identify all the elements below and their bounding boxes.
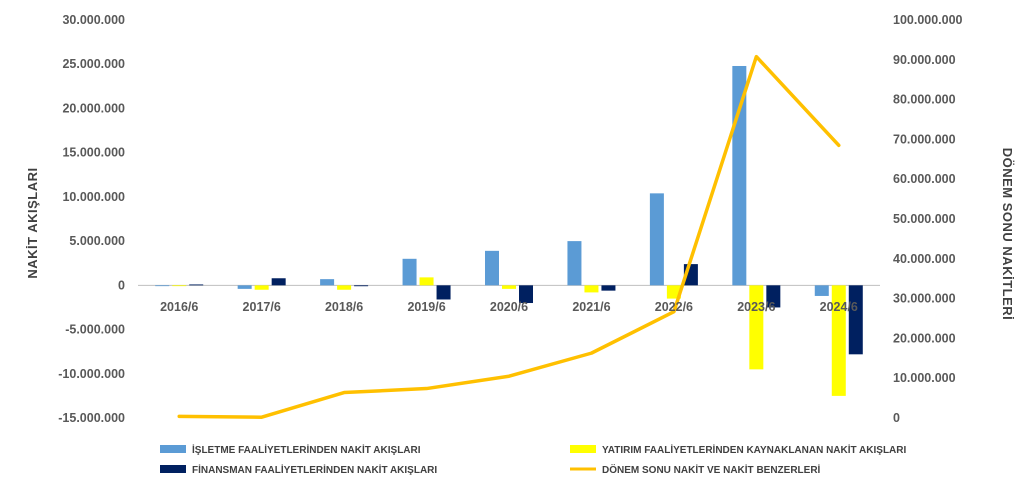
x-tick-label: 2017/6 bbox=[243, 300, 281, 314]
bar-financing bbox=[848, 285, 863, 355]
x-tick-label: 2023/6 bbox=[737, 300, 775, 314]
y2-tick-label: 100.000.000 bbox=[893, 13, 963, 27]
y2-tick-label: 80.000.000 bbox=[893, 93, 956, 107]
bar-investing bbox=[172, 285, 187, 287]
category-labels: 2016/6 2017/6 2018/6 2019/6 2020/6 2021/6 2022… bbox=[160, 300, 858, 314]
bar-investing bbox=[749, 285, 764, 370]
x-tick-label: 2024/6 bbox=[820, 300, 858, 314]
bar-financing bbox=[519, 285, 533, 304]
y2-tick-label: 0 bbox=[893, 411, 900, 425]
y2-tick-label: 70.000.000 bbox=[893, 132, 956, 146]
x-tick-label: 2019/6 bbox=[407, 300, 445, 314]
y-tick-label: 30.000.000 bbox=[62, 13, 125, 27]
bar-series-group bbox=[155, 65, 863, 396]
bar-operating bbox=[567, 241, 582, 286]
y2-tick-label: 90.000.000 bbox=[893, 53, 956, 67]
bar-investing bbox=[502, 285, 516, 289]
y2-tick-label: 30.000.000 bbox=[893, 292, 956, 306]
bar-investing bbox=[831, 285, 846, 396]
x-tick-label: 2018/6 bbox=[325, 300, 363, 314]
right-axis-ticks: 100.000.000 90.000.000 80.000.000 70.000.00… bbox=[893, 13, 963, 425]
bar-financing bbox=[189, 284, 204, 286]
x-tick-label: 2022/6 bbox=[655, 300, 693, 314]
x-tick-label: 2016/6 bbox=[160, 300, 198, 314]
bar-financing bbox=[766, 285, 781, 308]
bar-financing bbox=[354, 285, 369, 287]
bar-operating bbox=[320, 279, 335, 286]
y-tick-label: 25.000.000 bbox=[62, 57, 125, 71]
legend: İŞLETME FAALİYETLERİNDEN NAKİT AKIŞLARI Y… bbox=[160, 443, 906, 476]
left-axis-ticks: 30.000.000 25.000.000 20.000.000 15.000.000… bbox=[58, 13, 125, 425]
x-tick-label: 2021/6 bbox=[572, 300, 610, 314]
bar-operating bbox=[155, 285, 170, 287]
line-period-end-cash bbox=[177, 54, 841, 419]
bar-financing bbox=[601, 285, 616, 291]
y2-tick-label: 50.000.000 bbox=[893, 212, 956, 226]
legend-label: DÖNEM SONU NAKİT VE NAKİT BENZERLERİ bbox=[602, 463, 821, 476]
legend-swatch bbox=[570, 445, 596, 453]
x-tick-label: 2020/6 bbox=[490, 300, 528, 314]
y2-tick-label: 40.000.000 bbox=[893, 252, 956, 266]
y-tick-label: 20.000.000 bbox=[62, 101, 125, 115]
y2-tick-label: 20.000.000 bbox=[893, 331, 956, 345]
line-series-group bbox=[177, 54, 841, 419]
bar-operating bbox=[485, 250, 499, 286]
y-tick-label: -10.000.000 bbox=[58, 367, 125, 381]
bar-investing bbox=[584, 285, 599, 293]
bar-operating bbox=[649, 193, 664, 286]
bar-operating bbox=[402, 258, 417, 286]
y-tick-label: -15.000.000 bbox=[58, 411, 125, 425]
y2-axis-title: DÖNEM SONU NAKİTLERİ bbox=[1000, 148, 1015, 321]
legend-label: İŞLETME FAALİYETLERİNDEN NAKİT AKIŞLARI bbox=[192, 443, 421, 456]
bar-investing bbox=[254, 285, 269, 290]
y-tick-label: 0 bbox=[118, 278, 125, 292]
y-tick-label: -5.000.000 bbox=[65, 323, 125, 337]
bar-investing bbox=[337, 285, 352, 290]
legend-swatch bbox=[160, 465, 186, 473]
legend-label: FİNANSMAN FAALİYETLERİNDEN NAKİT AKIŞLAR… bbox=[192, 463, 437, 476]
y2-tick-label: 60.000.000 bbox=[893, 172, 956, 186]
bar-financing bbox=[271, 278, 286, 286]
y-tick-label: 10.000.000 bbox=[62, 190, 125, 204]
bar-financing bbox=[436, 285, 451, 300]
y-tick-label: 5.000.000 bbox=[69, 234, 125, 248]
y-axis-title: NAKİT AKIŞLARI bbox=[25, 167, 40, 278]
y-tick-label: 15.000.000 bbox=[62, 146, 125, 160]
bar-operating bbox=[814, 285, 829, 296]
legend-swatch bbox=[160, 445, 186, 453]
y2-tick-label: 10.000.000 bbox=[893, 371, 956, 385]
legend-label: YATIRIM FAALİYETLERİNDEN KAYNAKLANAN NAK… bbox=[602, 443, 906, 456]
bar-operating bbox=[237, 285, 252, 289]
bar-investing bbox=[419, 277, 434, 286]
